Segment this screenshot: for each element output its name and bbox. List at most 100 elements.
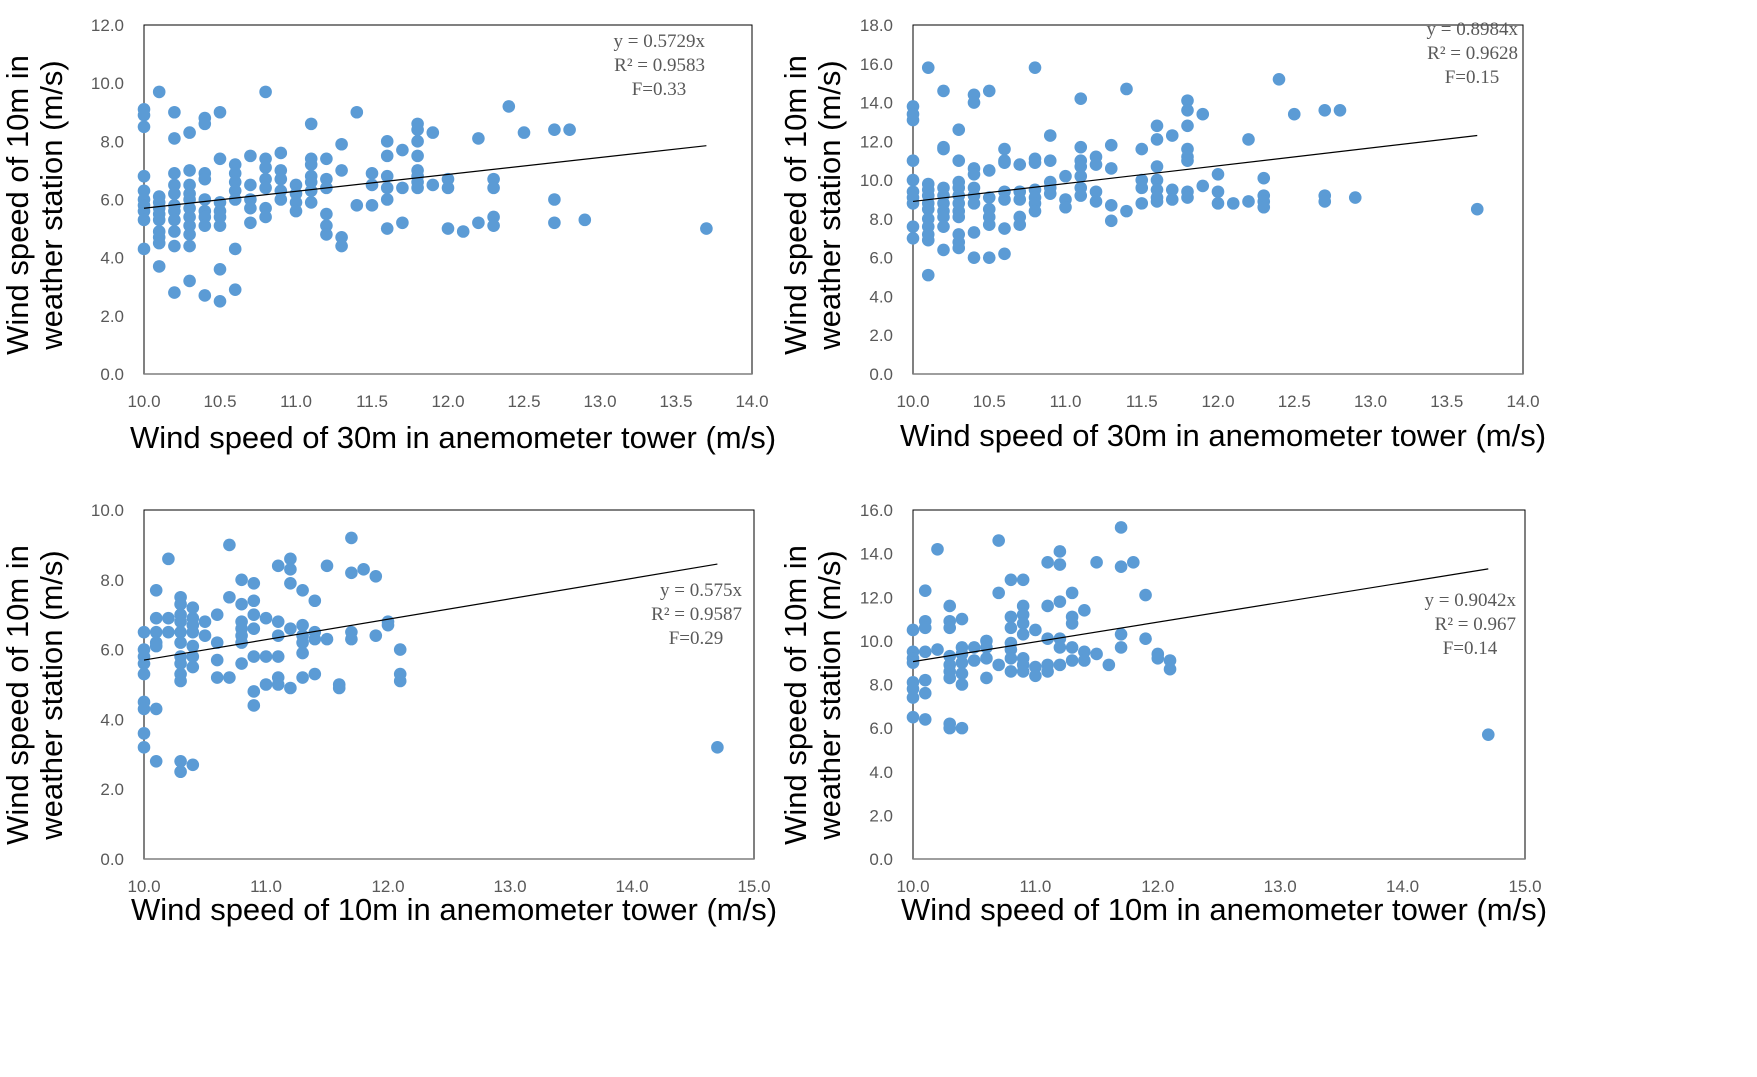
data-point (943, 599, 957, 613)
linear-trendline (143, 563, 718, 661)
data-point (228, 158, 242, 171)
x-axis-title: Wind speed of 10m in anemometer tower (m… (131, 892, 777, 927)
y-tick-label: 10.0 (860, 171, 893, 190)
data-point (487, 181, 500, 195)
data-point (247, 699, 261, 712)
data-point (332, 681, 346, 695)
data-point (472, 132, 485, 145)
data-point (186, 758, 200, 772)
data-point (137, 625, 151, 639)
data-point (700, 222, 713, 235)
data-point (1287, 107, 1301, 121)
y-tick-label: 4.0 (100, 249, 124, 268)
data-point (235, 636, 248, 649)
data-point (396, 181, 409, 195)
chart-panel-top-left: 0.0 2.0 4.0 6.0 8.0 10.0 12.0 10.0 10.5 11.0 11.5 1… (0, 0, 780, 470)
data-point (168, 286, 181, 299)
plot-area-frame (912, 509, 1526, 860)
data-point (411, 123, 424, 136)
x-tick-label: 13.0 (1354, 392, 1387, 411)
data-point (1004, 652, 1018, 665)
data-point (906, 710, 920, 724)
data-point (937, 220, 950, 233)
data-point (210, 653, 224, 667)
data-point (943, 671, 957, 685)
data-point (1053, 632, 1067, 645)
data-point (223, 671, 236, 684)
data-point (137, 702, 151, 716)
data-point (411, 181, 424, 195)
data-point (1090, 647, 1103, 661)
data-point (1211, 167, 1225, 181)
data-point (210, 671, 224, 684)
data-point (906, 231, 920, 245)
data-point (1029, 660, 1042, 674)
linear-trendline (912, 134, 1478, 203)
x-axis-title: Wind speed of 10m in anemometer tower (m… (901, 892, 1547, 927)
data-point (918, 673, 932, 687)
x-tick-label: 11.0 (1050, 392, 1082, 411)
data-point (998, 222, 1011, 235)
data-point (380, 181, 394, 195)
data-point (162, 552, 175, 566)
f-value-label: F=0.14 (1443, 638, 1498, 659)
data-point (304, 184, 318, 198)
data-point (228, 193, 242, 206)
data-point (183, 219, 196, 232)
data-point (198, 289, 212, 302)
data-point (1016, 628, 1030, 641)
y-tick-label: 4.0 (100, 710, 124, 729)
data-point (1043, 187, 1057, 200)
data-point (921, 61, 935, 74)
data-point (1078, 654, 1091, 667)
data-point (308, 594, 322, 608)
y-axis-title-line2: weather station (m/s) (34, 60, 69, 350)
data-point (1211, 185, 1225, 199)
x-tick-label: 10.0 (896, 877, 929, 896)
data-point (149, 611, 163, 625)
data-point (1104, 214, 1118, 228)
data-point (168, 167, 181, 180)
data-point (223, 538, 236, 552)
data-point (711, 741, 724, 754)
data-point (1028, 156, 1042, 169)
x-axis-title: Wind speed of 30m in anemometer tower (m… (130, 420, 776, 455)
y-tick-label: 14.0 (860, 545, 893, 564)
trend-equation: y = 0.5729x (614, 31, 706, 52)
y-tick-label: 2.0 (100, 307, 124, 326)
x-tick-label: 13.5 (1430, 392, 1463, 411)
data-point (1150, 133, 1164, 146)
data-point (1074, 92, 1088, 105)
linear-trendline (143, 145, 707, 209)
data-point (320, 152, 333, 166)
data-point (152, 213, 166, 227)
data-point (247, 594, 261, 608)
y-tick-label: 6.0 (869, 719, 893, 738)
y-axis-title-line1: Wind speed of 10m in (778, 545, 813, 845)
data-point (487, 219, 500, 232)
data-point (426, 126, 440, 139)
data-point (365, 178, 379, 192)
x-tick-label: 14.0 (1386, 877, 1419, 896)
data-point (183, 201, 196, 215)
data-point (1089, 158, 1103, 171)
data-point (943, 621, 957, 635)
data-point (1090, 556, 1103, 569)
data-point (1165, 193, 1179, 206)
data-point (296, 636, 309, 649)
data-point (1028, 61, 1042, 74)
data-point (259, 181, 272, 195)
x-tick-label: 14.0 (735, 392, 768, 411)
data-point (998, 247, 1011, 261)
scatter-chart-bottom-left: 0.0 2.0 4.0 6.0 8.0 10.0 10.0 11.0 12.0 13.0 14.0 1… (0, 501, 777, 927)
data-point (235, 597, 248, 611)
data-point (967, 251, 981, 264)
x-tick-label: 13.5 (659, 392, 692, 411)
data-point (1135, 142, 1149, 156)
data-point (259, 210, 272, 224)
data-point (168, 225, 181, 238)
x-tick-label: 10.0 (896, 392, 929, 411)
x-tick-label: 13.0 (493, 877, 526, 896)
data-point (982, 251, 996, 264)
y-tick-label: 2.0 (869, 806, 893, 825)
